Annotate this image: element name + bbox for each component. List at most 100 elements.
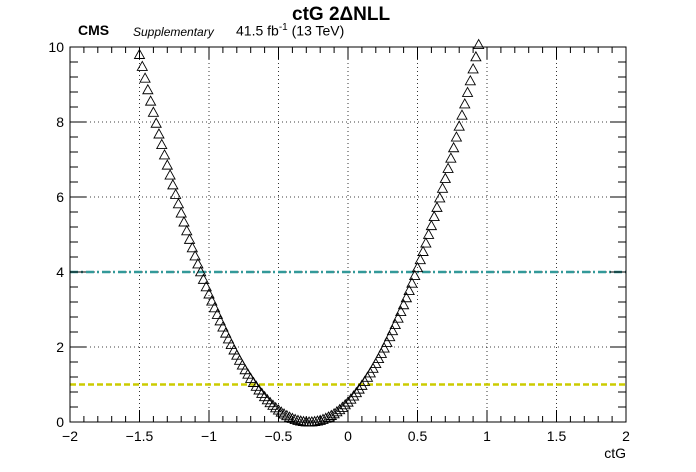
scan-point: [467, 63, 479, 74]
scan-point: [470, 50, 482, 62]
scan-point: [278, 408, 290, 419]
scan-point: [225, 338, 238, 350]
scan-point: [261, 393, 274, 405]
scan-point: [214, 314, 226, 326]
scan-point: [339, 398, 351, 410]
scan-point: [183, 233, 196, 244]
scan-point: [219, 327, 232, 338]
luminosity-label: 41.5 fb-1 (13 TeV): [236, 22, 344, 39]
scan-points: [133, 38, 485, 427]
scan-point: [378, 342, 390, 353]
scan-point: [392, 312, 404, 323]
y-tick-label: 10: [48, 39, 64, 55]
x-tick-labels: −2 −1.5 −1 −0.5 0 0.5 1 1.5 2: [62, 428, 630, 444]
x-tick-label: 1: [483, 428, 491, 444]
x-tick-label: −1: [201, 428, 217, 444]
luminosity-exponent: -1: [278, 22, 288, 33]
scan-point: [453, 120, 465, 131]
scan-point: [472, 38, 485, 50]
scan-point: [322, 411, 335, 422]
scan-point: [414, 253, 427, 265]
scan-point: [375, 347, 388, 358]
scan-point: [395, 305, 407, 316]
scan-point: [231, 349, 243, 360]
scan-point: [294, 415, 307, 426]
scan-point: [389, 318, 402, 329]
scan-point: [189, 250, 201, 261]
scan-point: [194, 265, 207, 277]
grid-lines: [70, 47, 626, 422]
scan-point: [386, 324, 399, 336]
x-tick-label: −1.5: [126, 428, 154, 444]
scan-point: [142, 83, 154, 95]
scan-point: [167, 178, 179, 190]
y-tick-label: 2: [56, 339, 64, 355]
scan-point: [197, 273, 210, 284]
scan-point: [203, 288, 215, 299]
scan-point: [292, 414, 304, 425]
scan-point: [180, 224, 193, 236]
scan-point: [411, 261, 424, 273]
scan-point: [447, 141, 460, 153]
chart-title: ctG 2ΔNLL: [292, 4, 391, 25]
scan-point: [433, 192, 446, 203]
x-tick-label: −2: [62, 428, 78, 444]
scan-point: [136, 60, 149, 71]
scan-point: [345, 393, 357, 404]
scan-point: [417, 245, 429, 256]
scan-point: [431, 201, 443, 212]
scan-point: [445, 152, 457, 163]
scan-point: [439, 172, 452, 183]
scan-point: [228, 344, 240, 355]
scan-point: [153, 128, 165, 139]
scan-point: [442, 162, 454, 173]
scan-point: [155, 138, 168, 150]
scan-point: [336, 401, 349, 412]
scan-point: [186, 241, 199, 253]
scan-point: [400, 291, 413, 303]
scan-point: [325, 409, 338, 420]
x-tick-label: 0: [344, 428, 352, 444]
scan-point: [208, 301, 221, 313]
scan-point: [139, 72, 151, 83]
scan-point: [456, 109, 468, 120]
scan-point: [175, 207, 187, 218]
scan-point: [458, 97, 471, 109]
scan-point: [169, 188, 182, 199]
x-tick-label: 2: [622, 428, 630, 444]
reference-lines: [70, 270, 626, 386]
scan-point: [164, 169, 176, 180]
supplementary-label: Supplementary: [133, 25, 214, 39]
x-axis-label: ctG: [604, 445, 626, 461]
scan-point: [397, 298, 410, 310]
scan-point: [147, 106, 160, 117]
y-tick-labels: 0 2 4 6 8 10: [48, 39, 64, 430]
scan-point: [211, 308, 224, 319]
scan-point: [403, 284, 415, 295]
cms-label: CMS: [78, 22, 110, 38]
scan-point: [158, 149, 171, 160]
scan-point: [217, 321, 229, 332]
scan-point: [342, 396, 354, 407]
scan-point: [406, 277, 418, 288]
scan-point: [347, 390, 360, 401]
y-tick-label: 4: [56, 264, 64, 280]
scan-point: [222, 333, 235, 344]
energy-label: (13 TeV): [291, 22, 345, 39]
scan-point: [353, 383, 365, 394]
scan-point: [269, 401, 282, 413]
y-tick-label: 0: [56, 414, 64, 430]
x-tick-label: 0.5: [408, 428, 428, 444]
scan-point: [233, 354, 246, 365]
scan-point: [428, 210, 440, 222]
scan-point: [264, 396, 276, 408]
axis-ticks: [69, 46, 627, 423]
scan-point: [281, 409, 293, 421]
scan-point: [370, 357, 382, 369]
scan-point: [464, 74, 477, 86]
scan-point: [381, 336, 393, 347]
scan-point: [172, 197, 185, 209]
scan-point: [350, 386, 363, 398]
scan-point: [206, 295, 218, 306]
